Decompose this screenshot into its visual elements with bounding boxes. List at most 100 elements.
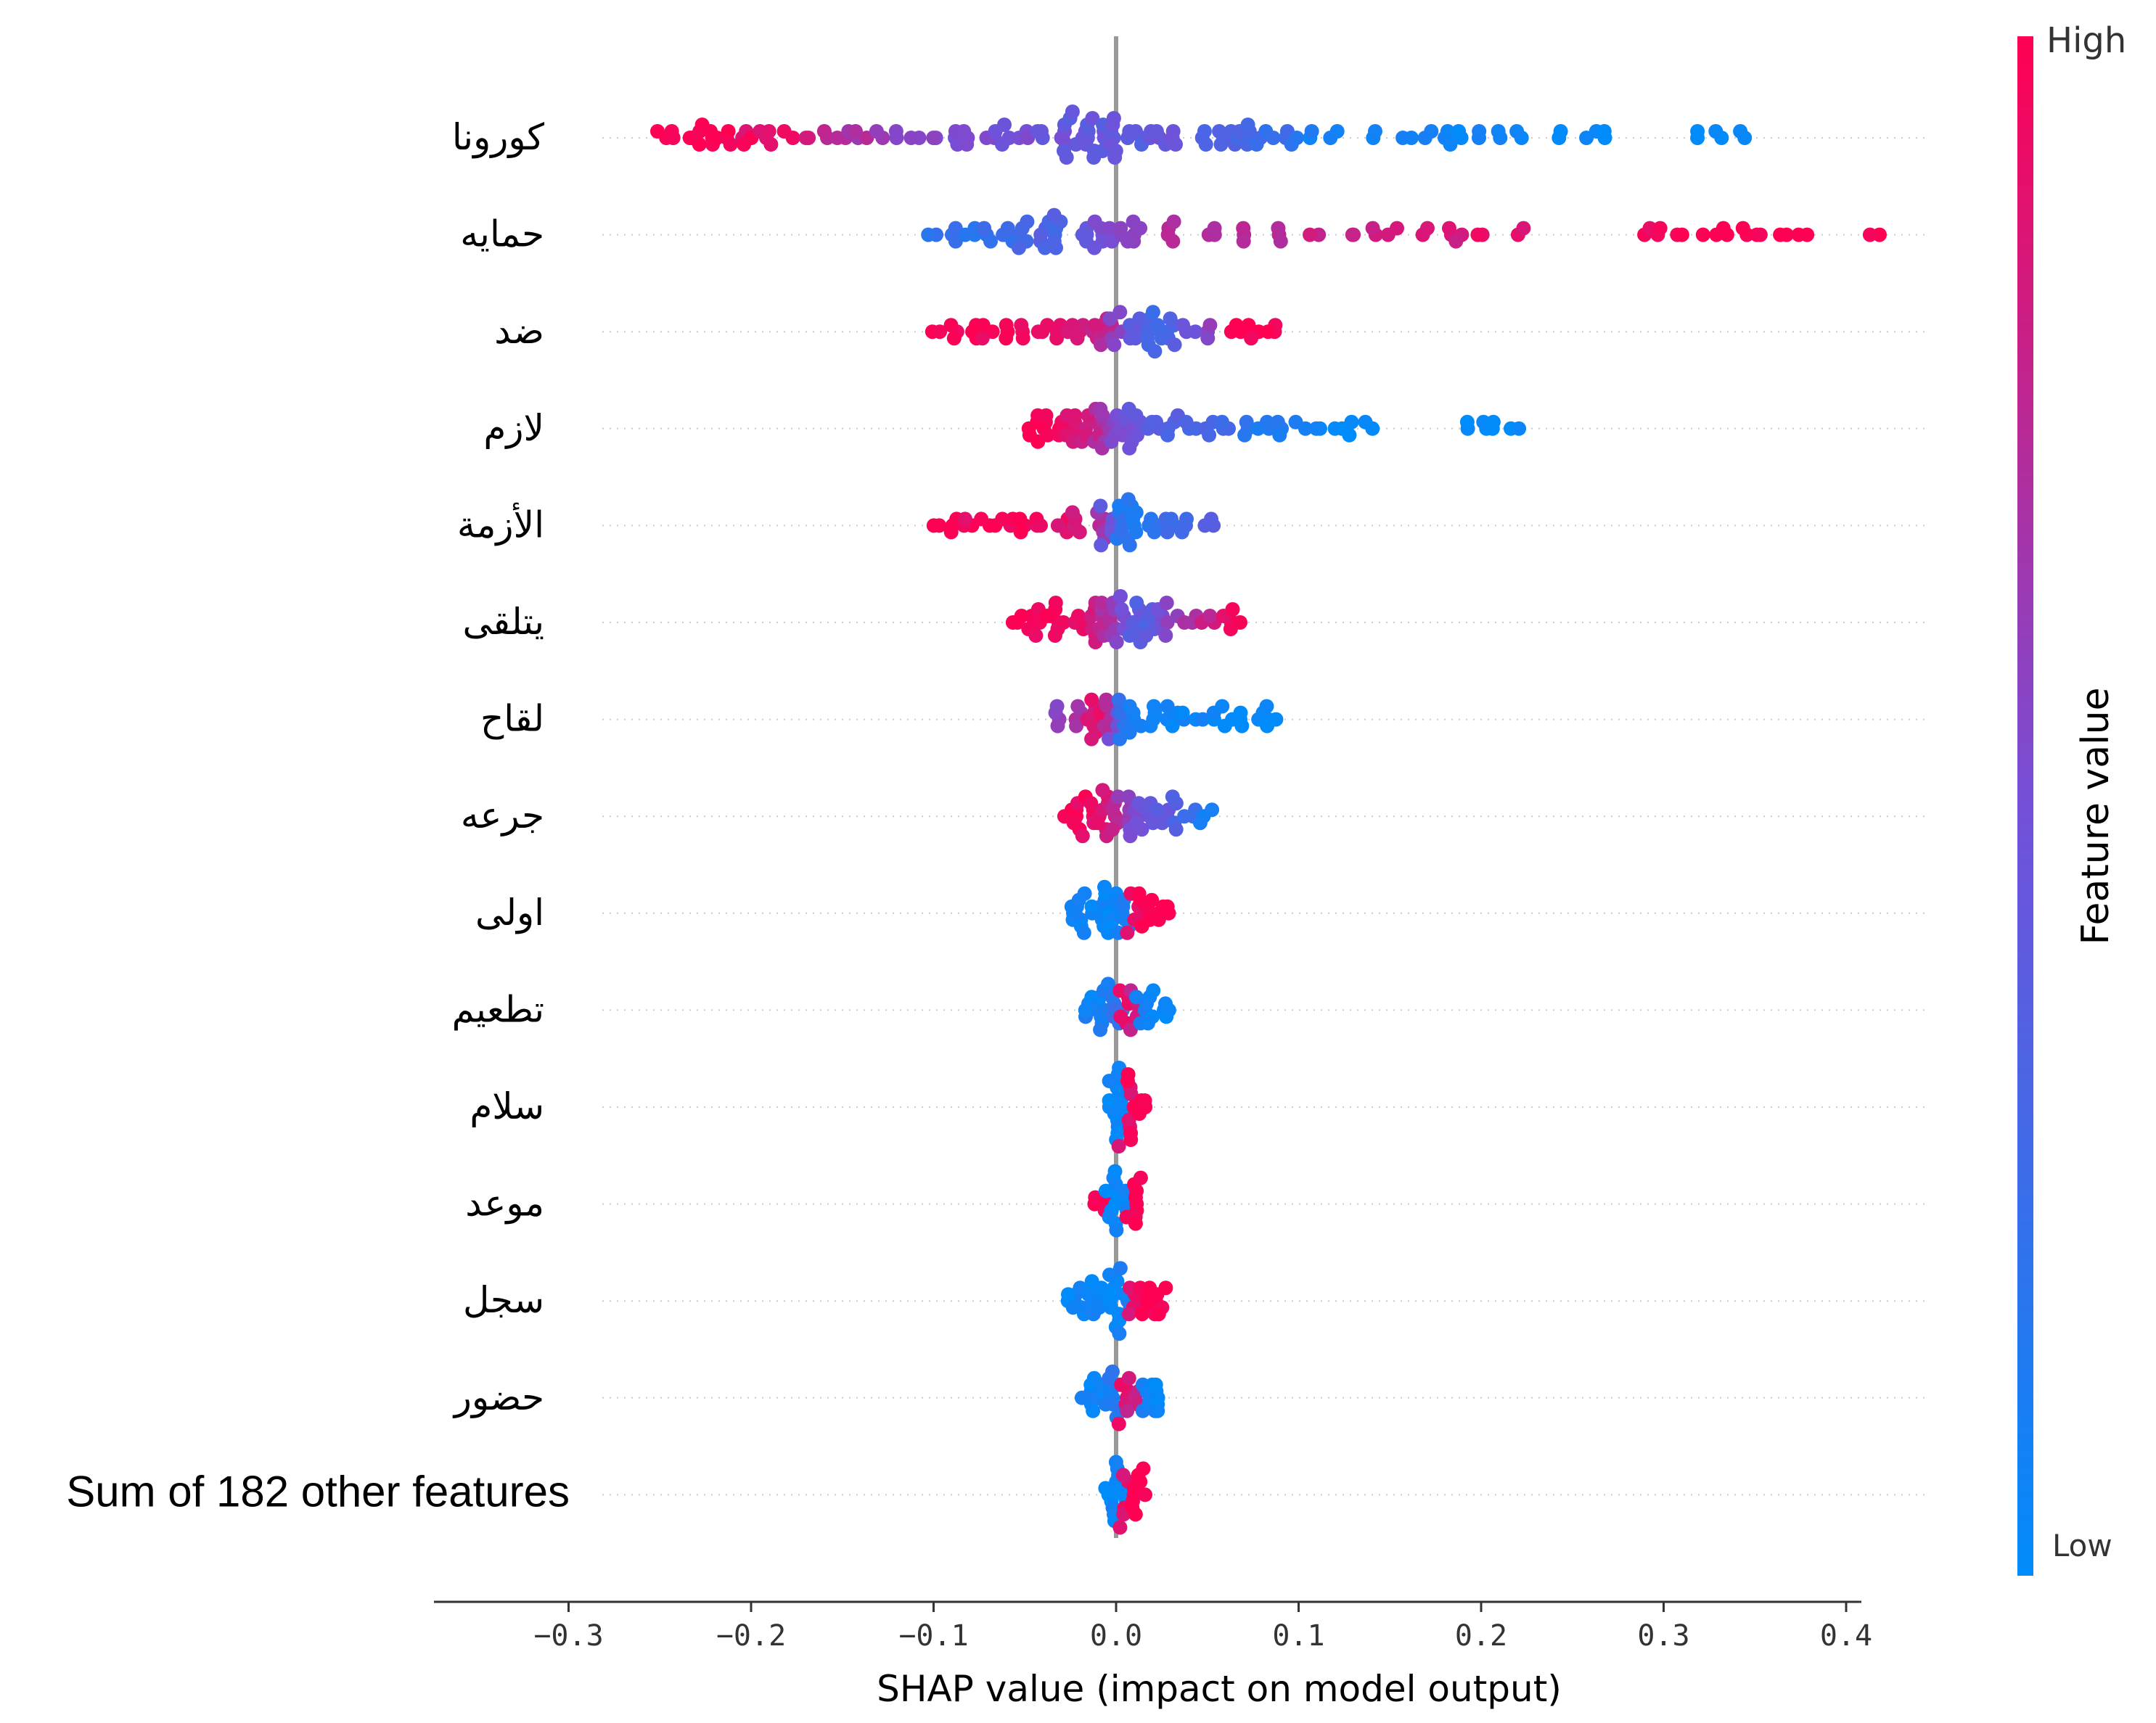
shap-point (1123, 1132, 1139, 1147)
x-tick-label: 0.4 (1820, 1619, 1872, 1653)
shap-point (1342, 427, 1357, 443)
shap-point (1151, 1307, 1166, 1322)
x-tick-label: −0.2 (716, 1619, 786, 1653)
shap-point (1109, 1222, 1124, 1238)
shap-point (1735, 221, 1750, 236)
shap-point (1034, 124, 1049, 139)
shap-point (1716, 221, 1731, 236)
shap-point (1192, 815, 1208, 831)
shap-point (1509, 124, 1525, 139)
shap-point (1150, 1403, 1165, 1418)
shap-point (943, 525, 959, 540)
shap-point (946, 331, 962, 346)
shap-point (1085, 111, 1100, 126)
shap-point (1200, 331, 1216, 346)
shap-point (1077, 886, 1092, 901)
shap-point (1753, 227, 1768, 242)
shap-point (1451, 124, 1467, 139)
shap-point (999, 318, 1014, 333)
shap-point (1105, 1364, 1120, 1379)
x-tick-label: −0.3 (533, 1619, 603, 1653)
shap-point (1236, 221, 1251, 236)
shap-point (1122, 538, 1137, 553)
shap-point (1132, 311, 1147, 326)
shap-point (1239, 414, 1254, 429)
shap-point (995, 511, 1010, 527)
shap-point (1065, 505, 1080, 520)
shap-point (1038, 408, 1054, 423)
shap-point (1160, 899, 1175, 914)
shap-point (1067, 408, 1083, 423)
shap-point (1358, 414, 1373, 429)
shap-point (1365, 221, 1380, 236)
shap-point (776, 124, 792, 139)
shap-point (1150, 318, 1165, 333)
shap-point (1095, 783, 1110, 798)
shap-point (1164, 511, 1179, 527)
shap-point (1014, 609, 1029, 623)
shap-point (1733, 124, 1748, 139)
shap-point (1000, 221, 1015, 236)
shap-point (1122, 699, 1137, 714)
shap-point (1115, 1468, 1131, 1483)
shap-point (1138, 1487, 1152, 1502)
shap-point (1111, 692, 1126, 707)
shap-point (763, 137, 779, 152)
shap-point (1147, 344, 1163, 359)
shap-point (1303, 227, 1317, 242)
shap-point (1215, 414, 1229, 429)
shap-point (1128, 1216, 1143, 1231)
shap-point (1800, 227, 1815, 242)
shap-point (1072, 525, 1087, 540)
shap-point (1114, 602, 1129, 617)
shap-point (1048, 596, 1063, 610)
shap-point (1049, 699, 1065, 714)
shap-point (1202, 609, 1218, 623)
shap-point (1779, 227, 1794, 242)
shap-point (926, 518, 941, 533)
shap-point (1098, 1481, 1113, 1496)
feature-label: سلام (470, 1085, 544, 1127)
shap-point (1165, 718, 1180, 733)
shap-point (1056, 615, 1071, 630)
shap-point (1001, 131, 1017, 145)
feature-label: ضد (494, 310, 544, 352)
shap-point (1040, 427, 1055, 443)
shap-point (1241, 318, 1256, 333)
feature-label: موعد (465, 1183, 544, 1225)
shap-point (1448, 234, 1464, 249)
shap-point (903, 131, 919, 145)
shap-point (1012, 511, 1028, 527)
shap-point (1160, 427, 1175, 443)
shap-point (1108, 1455, 1123, 1470)
shap-point (1094, 337, 1108, 353)
shap-point (1188, 324, 1203, 340)
shap-point (1149, 802, 1165, 818)
shap-point (1097, 879, 1112, 895)
shap-point (1233, 615, 1247, 630)
shap-point (1266, 131, 1281, 145)
shap-point (1862, 227, 1877, 242)
shap-point (975, 318, 991, 333)
shap-point (1122, 440, 1137, 456)
shap-point (664, 124, 679, 139)
shap-point (1442, 221, 1456, 236)
shap-point (1128, 408, 1144, 423)
shap-point (1109, 635, 1124, 649)
shap-point (1308, 421, 1324, 436)
shap-point (1105, 822, 1120, 837)
shap-point (1122, 124, 1137, 139)
shap-point (1472, 124, 1487, 139)
shap-point (1120, 1403, 1135, 1418)
shap-point (957, 511, 972, 527)
shap-point (1195, 712, 1210, 727)
shap-point (1165, 789, 1180, 805)
shap-point (1012, 240, 1026, 255)
feature-label: يتلقى (462, 601, 544, 643)
shap-point (1111, 1139, 1126, 1154)
shap-point (1128, 1507, 1143, 1522)
shap-point (1120, 925, 1135, 940)
shap-point (1273, 234, 1288, 249)
shap-point (1133, 1170, 1148, 1185)
shap-point (1112, 1326, 1127, 1341)
